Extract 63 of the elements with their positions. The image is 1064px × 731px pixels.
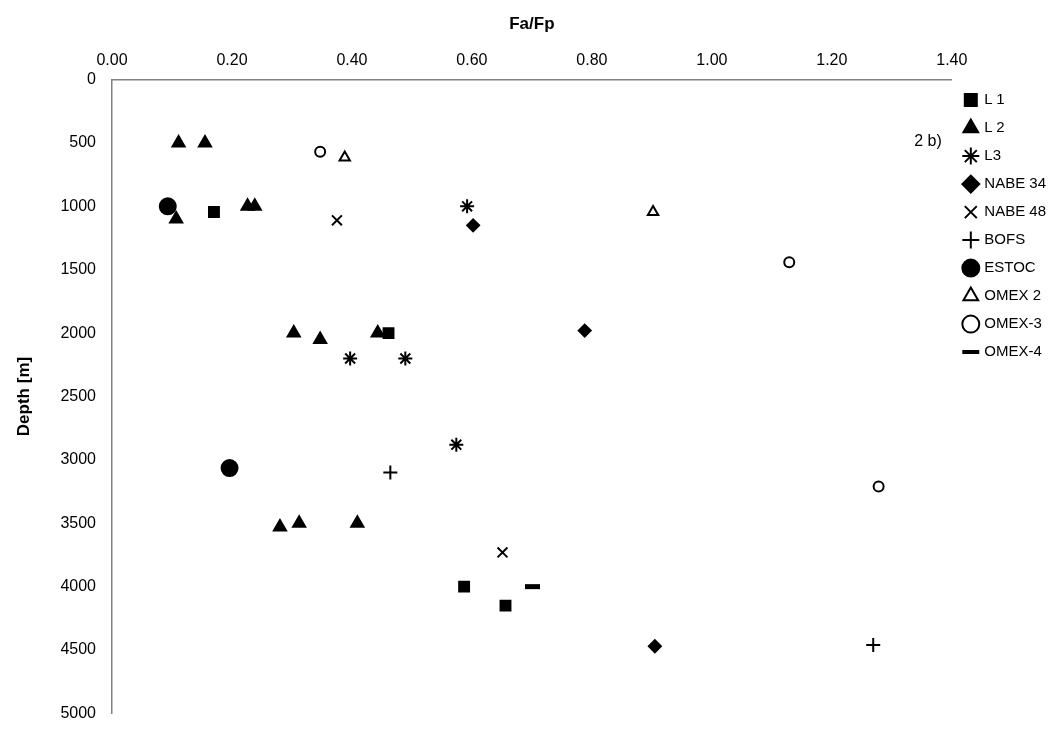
- legend-label: OMEX-4: [984, 342, 1042, 360]
- y-tick-label: 3000: [60, 450, 97, 468]
- x-tick-label: 0.60: [456, 51, 488, 69]
- legend-label: L 2: [984, 118, 1005, 136]
- point: [448, 436, 465, 453]
- point: [459, 198, 476, 215]
- legend-label: OMEX-3: [984, 314, 1042, 332]
- x-tick-label: 1.00: [696, 51, 728, 69]
- y-tick-label: 3500: [60, 513, 97, 531]
- point: [171, 134, 186, 148]
- point: [458, 580, 471, 593]
- point: [292, 515, 307, 528]
- x-axis-title: Fa/Fp: [509, 13, 555, 33]
- legend-label: ESTOC: [984, 258, 1036, 276]
- point: [208, 206, 220, 219]
- point: [350, 515, 365, 528]
- legend-label: L3: [984, 146, 1001, 164]
- x-tick-label: 0.40: [336, 51, 368, 69]
- point: [272, 519, 288, 532]
- point: [370, 325, 385, 338]
- y-tick-label: 1000: [60, 196, 97, 214]
- x-tick-label: 0.80: [576, 51, 608, 69]
- point: [646, 205, 660, 217]
- point: [338, 150, 351, 162]
- legend-label: NABE 48: [984, 202, 1046, 220]
- y-tick-label: 1500: [60, 260, 97, 278]
- legend-label: BOFS: [984, 230, 1026, 248]
- y-tick-label: 5000: [60, 703, 97, 721]
- point: [466, 218, 481, 233]
- y-tick-label: 2000: [60, 323, 97, 341]
- point: [382, 464, 399, 481]
- point: [397, 350, 414, 367]
- legend-label: OMEX 2: [984, 286, 1041, 304]
- point: [382, 327, 395, 340]
- point: [577, 323, 592, 338]
- annotation: 2 b): [914, 132, 942, 150]
- point: [647, 639, 662, 654]
- point: [169, 211, 184, 224]
- point: [499, 599, 512, 612]
- y-axis-title: Depth [m]: [13, 356, 33, 437]
- point: [286, 325, 301, 338]
- point: [313, 331, 328, 344]
- point: [342, 350, 359, 367]
- y-tick-label: 4500: [60, 640, 97, 658]
- y-tick-label: 500: [69, 133, 97, 151]
- point: [783, 256, 796, 269]
- x-tick-label: 0.00: [96, 51, 128, 69]
- y-tick-label: 4000: [60, 577, 97, 595]
- point: [496, 546, 509, 559]
- x-tick-label: 1.20: [816, 51, 848, 69]
- point: [330, 214, 343, 227]
- point: [220, 459, 239, 478]
- x-tick-label: 1.40: [936, 51, 968, 69]
- legend-label: NABE 34: [984, 174, 1046, 192]
- point: [314, 145, 327, 158]
- point: [158, 197, 177, 216]
- y-tick-label: 0: [87, 70, 97, 88]
- point: [197, 134, 213, 148]
- x-tick-label: 0.20: [216, 51, 248, 69]
- point: [872, 480, 885, 493]
- point: [247, 198, 262, 211]
- y-tick-label: 2500: [60, 386, 97, 404]
- legend-label: L 1: [984, 90, 1005, 108]
